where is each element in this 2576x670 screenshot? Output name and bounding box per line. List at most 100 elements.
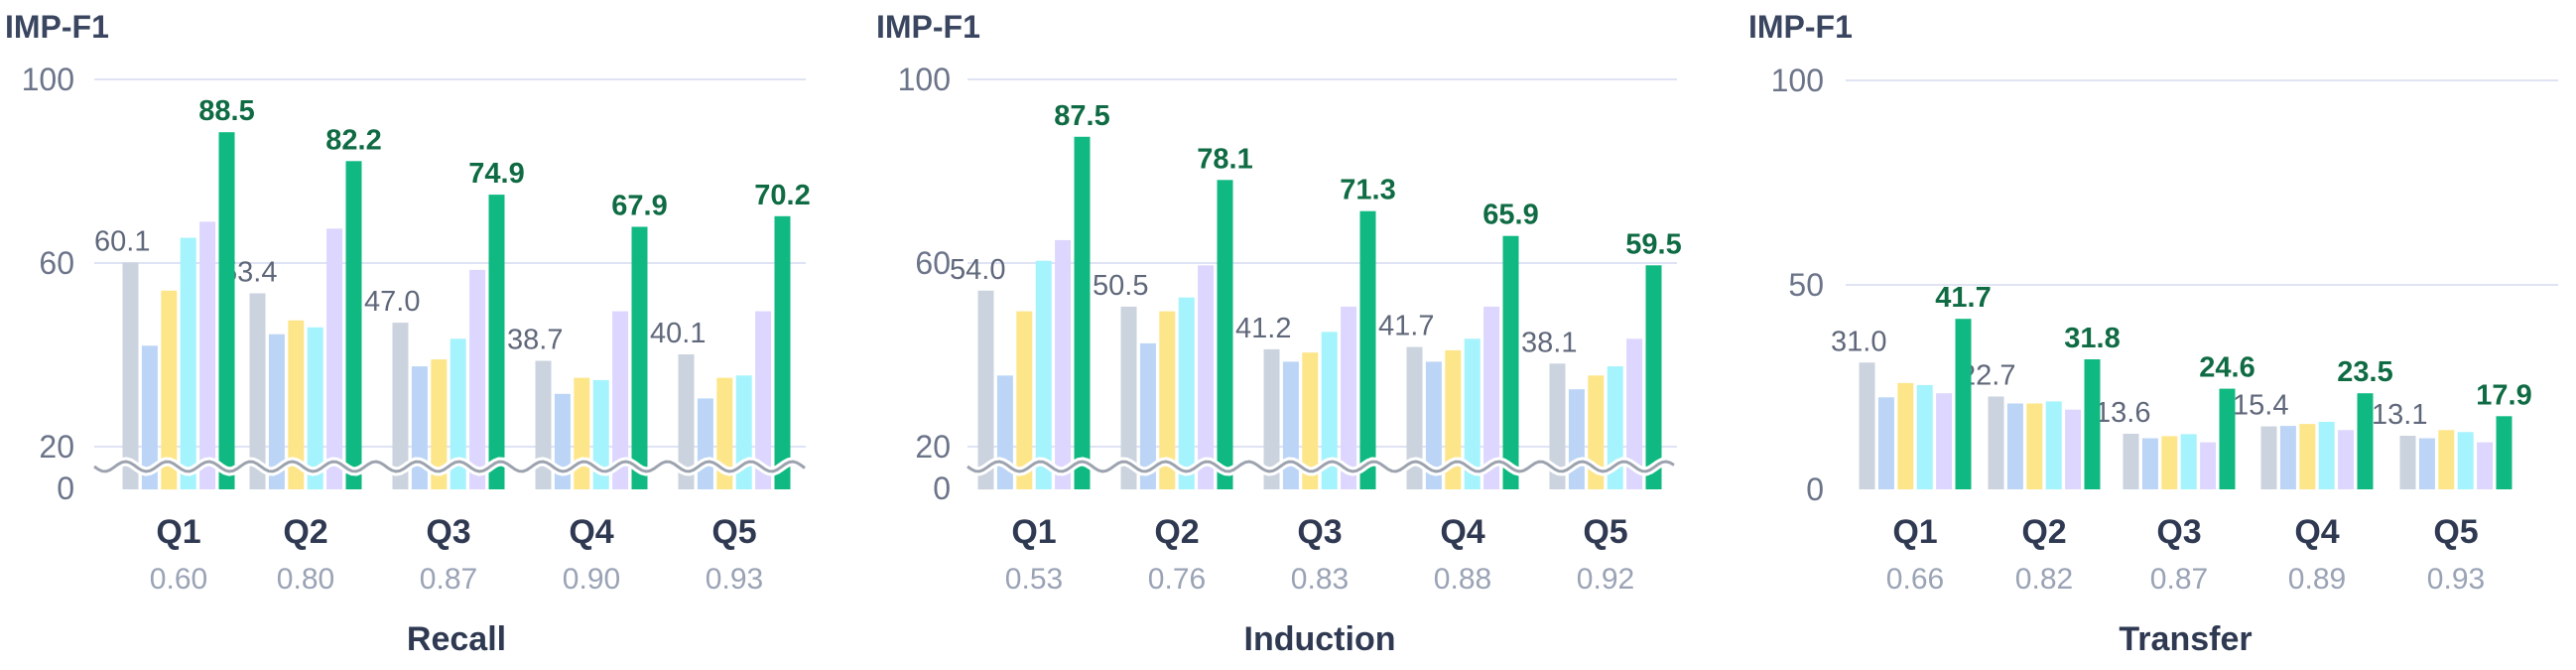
data-label-baseline: 31.0 <box>1831 326 1886 357</box>
bar-best <box>218 132 235 489</box>
data-label-best: 88.5 <box>198 95 254 127</box>
bar-series-4 <box>180 237 196 489</box>
x-axis-title: Transfer <box>2119 620 2252 658</box>
category-sublabel: 0.93 <box>2427 563 2485 596</box>
data-label-best: 78.1 <box>1197 143 1252 175</box>
bar-best <box>631 226 648 489</box>
bar-series-5 <box>2477 442 2494 489</box>
bar-series-3 <box>1302 352 1319 489</box>
axis-break-line <box>966 460 1675 473</box>
bar-series-4 <box>1178 297 1195 489</box>
bar-series-3 <box>161 290 178 490</box>
category-label: Q4 <box>1440 513 1484 551</box>
bar-best <box>1217 180 1233 490</box>
bar-best <box>1645 265 1662 489</box>
bar-series-2 <box>411 366 428 489</box>
data-label-baseline: 47.0 <box>364 286 420 318</box>
bar-series-3 <box>1159 311 1176 489</box>
axis-break-line <box>93 460 806 473</box>
y-axis-title: IMP-F1 <box>5 9 109 45</box>
bar-series-1 <box>249 293 266 489</box>
bar-series-5 <box>1626 338 1643 489</box>
category-label: Q3 <box>1297 513 1342 551</box>
y-tick-label: 0 <box>933 470 951 506</box>
data-label-baseline: 38.7 <box>507 325 563 356</box>
category-label: Q5 <box>2433 513 2478 551</box>
bar-series-2 <box>1282 361 1299 489</box>
bar-series-1 <box>1263 348 1280 489</box>
bar-series-5 <box>2065 409 2082 489</box>
data-label-baseline: 13.6 <box>2095 397 2150 429</box>
bar-best <box>2219 388 2236 489</box>
category-sublabel: 0.66 <box>1886 563 1944 596</box>
bar-series-4 <box>450 338 466 489</box>
y-tick-label: 20 <box>39 429 74 465</box>
data-label-best: 31.8 <box>2064 323 2120 354</box>
data-label-best: 65.9 <box>1482 200 1538 231</box>
category-sublabel: 0.89 <box>2288 563 2346 596</box>
chart-panel-induction: IMP-F1 0 20 60 100 54.0 50.5 41.2 41.7 38.1 87.5 78… <box>876 9 1682 658</box>
bar-series-1 <box>678 354 695 489</box>
bar-series-2 <box>2279 426 2296 489</box>
bar-best <box>2496 416 2512 489</box>
bar-series-5 <box>326 228 343 490</box>
bar-series-3 <box>574 377 590 489</box>
data-label-best: 41.7 <box>1935 282 1991 314</box>
data-label-best: 67.9 <box>611 191 667 222</box>
bar-series-3 <box>288 320 305 489</box>
y-tick-label: 100 <box>1771 63 1824 98</box>
bar-series-4 <box>1321 332 1338 489</box>
bar-series-5 <box>469 269 486 489</box>
y-tick-label: 0 <box>1806 471 1824 507</box>
category-label: Q2 <box>1154 513 1199 551</box>
category-label: Q1 <box>1892 513 1937 551</box>
data-label-best: 59.5 <box>1625 228 1681 260</box>
data-label-best: 17.9 <box>2476 379 2531 411</box>
bar-series-2 <box>2418 438 2435 489</box>
y-axis-title: IMP-F1 <box>876 9 980 45</box>
data-label-best: 23.5 <box>2337 356 2392 388</box>
bar-series-1 <box>392 323 409 489</box>
bar-series-3 <box>431 359 448 489</box>
bar-series-1 <box>535 360 552 489</box>
bar-best <box>1074 136 1091 490</box>
bar-series-1 <box>2260 426 2277 489</box>
y-tick-label: 60 <box>39 245 74 281</box>
bar-series-4 <box>2318 422 2335 489</box>
bar-series-3 <box>2299 424 2316 489</box>
x-axis-title: Induction <box>1244 620 1396 658</box>
bar-series-2 <box>697 398 713 489</box>
data-label-best: 70.2 <box>754 180 810 211</box>
category-sublabel: 0.53 <box>1005 563 1063 596</box>
bar-series-3 <box>1445 349 1462 489</box>
data-label-baseline: 41.7 <box>1378 311 1434 342</box>
category-sublabel: 0.87 <box>2150 563 2208 596</box>
category-label: Q3 <box>426 513 470 551</box>
bar-series-2 <box>1568 389 1585 489</box>
category-sublabel: 0.60 <box>150 563 207 596</box>
bar-series-3 <box>1016 311 1033 489</box>
bar-series-1 <box>2123 434 2139 489</box>
category-sublabel: 0.93 <box>706 563 763 596</box>
bar-series-5 <box>755 311 772 489</box>
category-sublabel: 0.76 <box>1148 563 1206 596</box>
data-label-baseline: 41.2 <box>1235 313 1291 344</box>
category-label: Q1 <box>1011 513 1056 551</box>
bar-series-3 <box>716 377 733 489</box>
y-axis-title: IMP-F1 <box>1748 9 1853 45</box>
bar-series-1 <box>1406 346 1423 489</box>
bar-series-5 <box>1483 306 1500 489</box>
bar-series-5 <box>1936 393 1953 489</box>
bar-series-4 <box>2045 401 2062 489</box>
bar-series-2 <box>2141 438 2158 489</box>
bar-series-1 <box>2399 436 2416 489</box>
bar-best <box>1955 319 1972 489</box>
bar-series-1 <box>1120 306 1137 489</box>
bar-series-5 <box>1055 239 1072 489</box>
y-tick-label: 0 <box>57 470 74 506</box>
bar-series-4 <box>2457 432 2474 489</box>
bar-series-5 <box>612 311 629 489</box>
